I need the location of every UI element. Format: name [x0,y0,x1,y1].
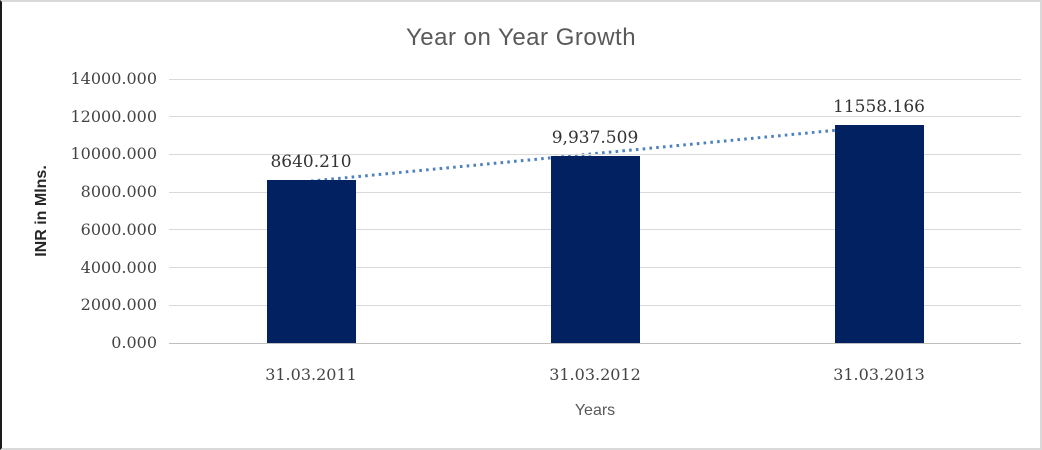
x-axis-line [169,342,1021,344]
y-tick-label: 8000.000 [80,182,157,202]
x-tick-label: 31.03.2013 [833,365,925,384]
x-tick-label: 31.03.2011 [265,365,357,384]
y-tick-label: 6000.000 [80,219,157,239]
gridline [169,153,1021,155]
y-axis-title: INR in Mlns. [33,165,50,257]
x-tick-label: 31.03.2012 [549,365,641,384]
bar [266,180,356,343]
gridline [169,78,1021,80]
bar-value-label: 8640.210 [270,152,352,173]
bar-value-label: 9,937.509 [551,127,639,148]
y-tick-label: 14000.000 [70,69,157,88]
bar [550,155,640,343]
bar [834,125,924,343]
bar-value-label: 11558.166 [833,97,925,118]
y-tick-label: 12000.000 [70,106,157,126]
y-tick-label: 0.000 [111,333,157,352]
y-tick-label: 4000.000 [80,257,157,277]
y-tick-label: 10000.000 [70,144,157,164]
gridline [169,116,1021,118]
x-axis-title: Years [574,402,616,419]
y-tick-label: 2000.000 [80,295,157,315]
chart-title: Year on Year Growth [405,24,637,51]
